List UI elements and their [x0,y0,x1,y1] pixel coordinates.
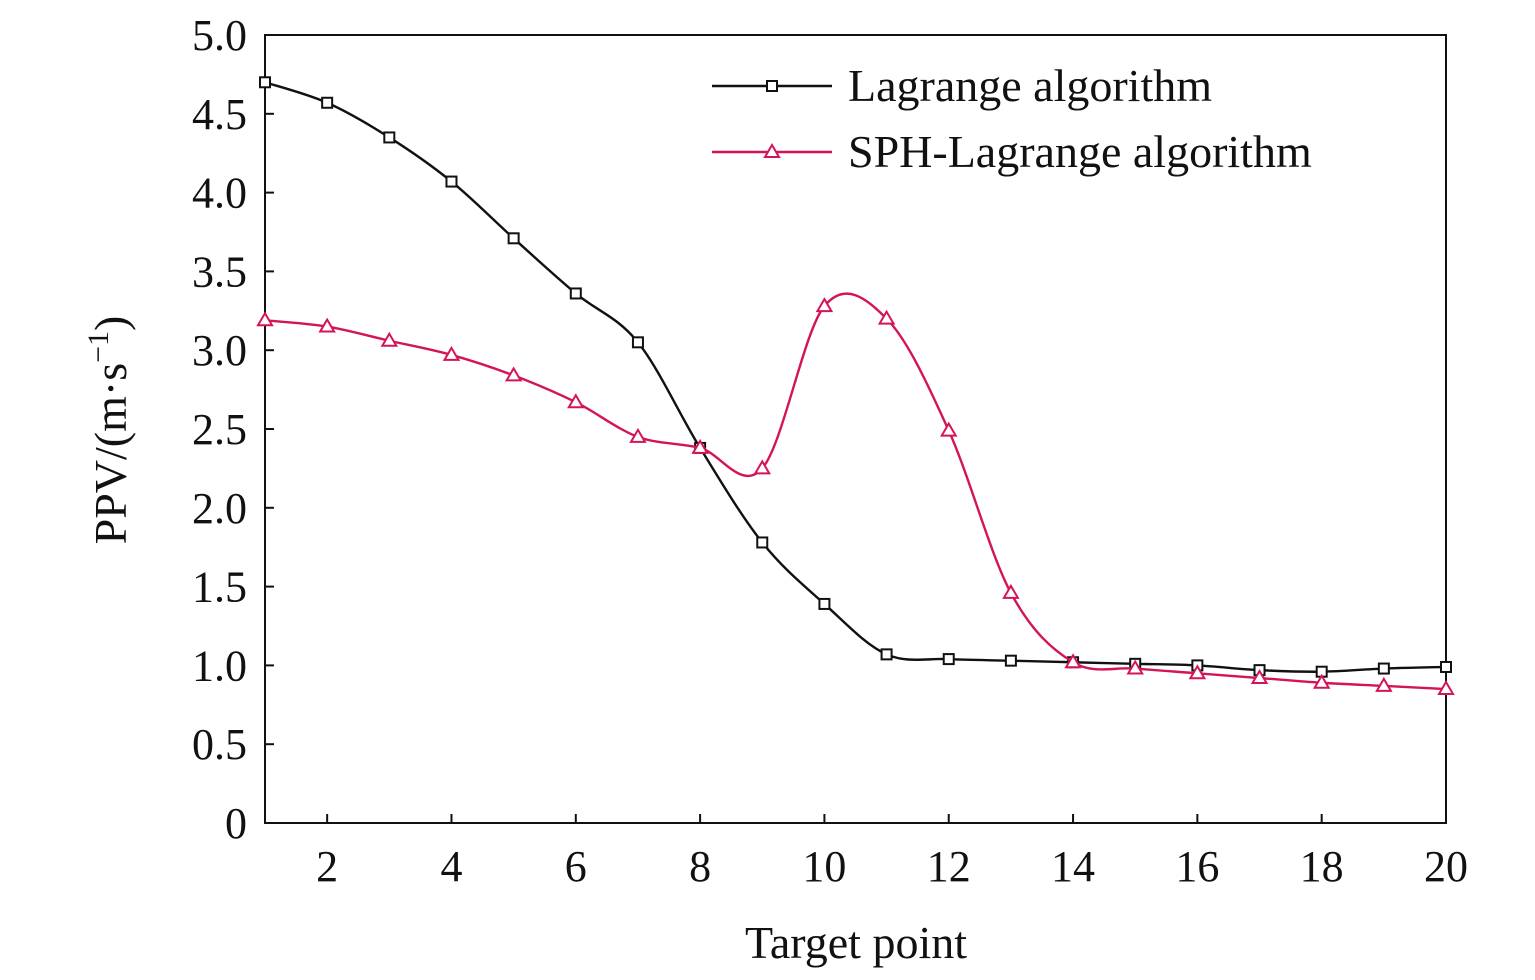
data-point-sph-lagrange [1064,653,1082,669]
data-point-lagrange [818,597,831,610]
x-tick-label: 8 [689,842,711,891]
data-point-sph-lagrange [1375,676,1393,692]
x-tick-label: 20 [1424,842,1468,891]
axis-ticks: 2 4 6 8 10 12 14 16 18 20 0 0.5 1.0 1.5 2.0 2.5 3.0 3.5 4.… [192,11,1468,891]
data-point-sph-lagrange [691,438,709,454]
x-tick-label: 12 [927,842,971,891]
data-point-sph-lagrange [939,421,958,437]
data-point-sph-lagrange [815,297,834,313]
y-axis-title-close: ) [85,316,136,331]
y-tick-label: 1.5 [192,563,247,612]
legend-label-sph-lagrange: SPH-Lagrange algorithm [848,126,1312,177]
data-point-sph-lagrange [629,427,647,443]
legend-label-lagrange: Lagrange algorithm [848,60,1212,111]
data-point-lagrange [1440,660,1452,673]
data-point-lagrange [1004,654,1017,667]
data-point-lagrange [1377,662,1390,675]
legend: Lagrange algorithm SPH-Lagrange algorithm [712,60,1312,177]
y-tick-label: 1.0 [192,641,247,690]
y-axis-title: PPV/(m·s−1) [82,316,136,545]
data-point-lagrange [321,96,334,109]
series-sph-lagrange [256,292,1455,696]
data-point-sph-lagrange [1312,673,1331,689]
data-point-sph-lagrange [1126,659,1144,675]
legend-marker-sph-lagrange [763,143,781,158]
y-axis-title-superscript: −1 [82,331,115,363]
y-tick-label: 0 [225,799,247,848]
legend-marker-lagrange [766,80,778,92]
x-tick-label: 14 [1051,842,1095,891]
data-point-sph-lagrange [442,345,461,361]
x-tick-label: 2 [316,842,338,891]
data-point-sph-lagrange [380,331,399,347]
series-line-lagrange [264,81,1447,673]
data-point-lagrange [507,232,520,245]
data-point-lagrange [259,76,271,89]
data-point-lagrange [880,648,893,661]
data-point-sph-lagrange [567,393,585,409]
y-tick-label: 5.0 [192,11,247,60]
x-tick-label: 16 [1175,842,1219,891]
y-axis-title-main: PPV/(m·s [85,363,136,544]
data-point-sph-lagrange [256,311,274,327]
x-tick-label: 6 [565,842,587,891]
y-tick-label: 2.5 [192,405,247,454]
data-point-sph-lagrange [504,366,523,382]
data-point-lagrange [445,175,458,188]
series-lagrange [259,76,1452,678]
data-point-sph-lagrange [1188,664,1207,680]
y-tick-label: 4.5 [192,90,247,139]
data-point-sph-lagrange [877,309,896,325]
plot-area [256,34,1455,824]
x-tick-label: 10 [802,842,846,891]
x-axis-title: Target point [745,917,967,968]
y-tick-label: 0.5 [192,720,247,769]
data-point-lagrange [631,336,644,349]
y-tick-label: 3.0 [192,326,247,375]
data-point-sph-lagrange [1250,669,1269,685]
x-tick-label: 18 [1300,842,1344,891]
y-tick-label: 4.0 [192,169,247,218]
data-point-sph-lagrange [753,459,772,475]
y-tick-label: 2.0 [192,484,247,533]
series-line-sph-lagrange [264,292,1447,691]
data-point-sph-lagrange [1437,680,1455,696]
data-point-lagrange [942,653,955,666]
data-point-lagrange [569,287,582,300]
y-tick-label: 3.5 [192,247,247,296]
x-tick-label: 4 [440,842,462,891]
data-point-lagrange [756,536,769,549]
data-point-lagrange [383,131,396,144]
data-point-sph-lagrange [1002,583,1020,599]
data-point-sph-lagrange [318,317,336,333]
